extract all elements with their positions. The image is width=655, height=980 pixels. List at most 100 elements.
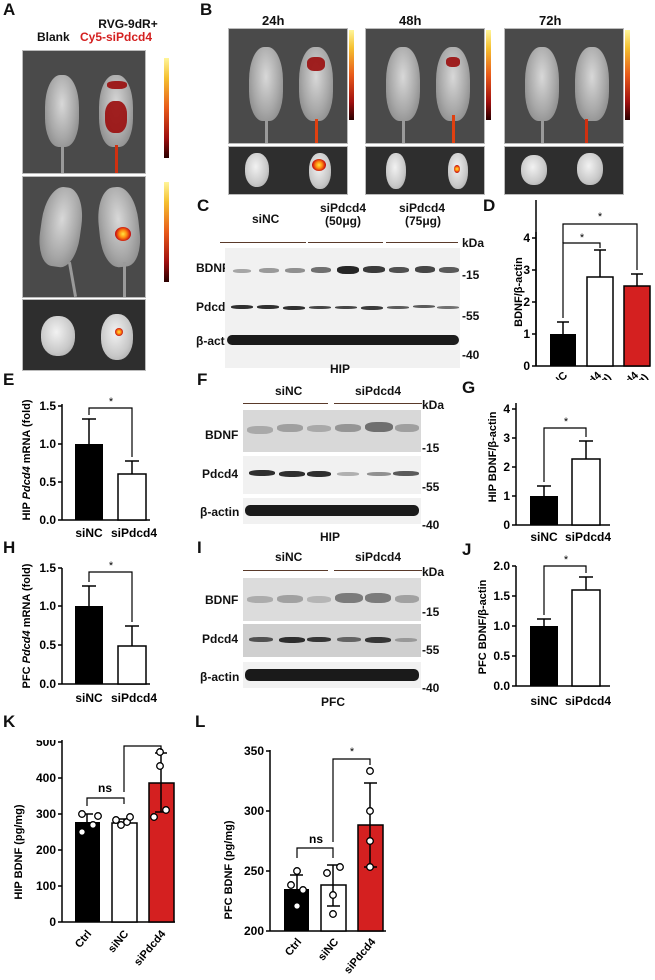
svg-text:4: 4 bbox=[523, 231, 530, 245]
svg-text:500: 500 bbox=[36, 740, 56, 749]
label-blank: Blank bbox=[37, 30, 70, 44]
svg-text:siNC: siNC bbox=[75, 691, 103, 705]
svg-text:0: 0 bbox=[49, 915, 56, 929]
panel-letter-k: K bbox=[3, 712, 16, 731]
svg-text:siPdcd4: siPdcd4 bbox=[111, 691, 157, 705]
imaging-48h-photo bbox=[365, 28, 485, 144]
blot-c-row-pdcd4: Pdcd4 bbox=[196, 300, 233, 314]
imaging-dorsal-photo bbox=[22, 50, 146, 174]
label-72h: 72h bbox=[539, 13, 562, 28]
svg-text:*: * bbox=[580, 232, 585, 244]
svg-text:siNC: siNC bbox=[530, 530, 558, 544]
svg-text:0: 0 bbox=[503, 518, 510, 532]
blot-f-row-bactin: β-actin bbox=[200, 505, 240, 519]
svg-text:2: 2 bbox=[523, 295, 530, 309]
brain-48h-photo bbox=[365, 146, 485, 195]
svg-text:0.0: 0.0 bbox=[39, 513, 56, 527]
scale-bar-72h bbox=[625, 30, 630, 120]
svg-text:PFC Pdcd4 mRNA (fold): PFC Pdcd4 mRNA (fold) bbox=[21, 563, 33, 688]
svg-text:PFC BDNF/β-actin: PFC BDNF/β-actin bbox=[477, 579, 489, 674]
svg-text:siPdcd4: siPdcd4 bbox=[342, 936, 379, 977]
svg-text:200: 200 bbox=[244, 924, 264, 938]
blot-c-marker-55: -55 bbox=[462, 309, 480, 323]
blot-i-bdnf-strip bbox=[243, 578, 421, 621]
blot-c-marker-40: -40 bbox=[462, 348, 480, 362]
svg-text:Ctrl: Ctrl bbox=[283, 936, 304, 958]
svg-text:200: 200 bbox=[36, 843, 56, 857]
svg-text:*: * bbox=[109, 560, 114, 572]
blot-i-tissue: PFC bbox=[321, 695, 345, 709]
scale-bar-24h bbox=[349, 30, 354, 120]
blot-c-membrane bbox=[225, 248, 460, 368]
panel-letter-j: J bbox=[462, 540, 472, 559]
svg-text:100: 100 bbox=[36, 879, 56, 893]
blot-c-tissue: HIP bbox=[330, 362, 351, 376]
svg-text:1.5: 1.5 bbox=[493, 589, 510, 603]
blot-f-kda: kDa bbox=[422, 398, 445, 412]
svg-text:0.0: 0.0 bbox=[493, 679, 510, 693]
blot-c-row-bdnf: BDNF bbox=[196, 261, 230, 275]
svg-text:siNC: siNC bbox=[75, 526, 103, 540]
svg-text:250: 250 bbox=[244, 864, 264, 878]
blot-i-row-pdcd4: Pdcd4 bbox=[202, 632, 239, 646]
label-cy5-sipdcd4: Cy5-siPdcd4 bbox=[80, 30, 153, 44]
svg-text:*: * bbox=[564, 555, 569, 566]
label-rvg: RVG-9dR+ bbox=[98, 17, 158, 31]
svg-text:siPdcd4: siPdcd4 bbox=[565, 530, 611, 544]
blot-c-group-sinc: siNC bbox=[252, 212, 280, 226]
blot-i-bactin-strip bbox=[243, 662, 421, 688]
svg-text:1: 1 bbox=[523, 327, 530, 341]
panel-letter-d: D bbox=[483, 196, 496, 215]
panel-letter-h: H bbox=[3, 538, 16, 557]
svg-text:*: * bbox=[350, 746, 355, 758]
panel-letter-a: A bbox=[3, 0, 16, 19]
blot-i-pdcd4-strip bbox=[243, 624, 421, 657]
svg-text:1.5: 1.5 bbox=[39, 561, 56, 575]
blot-f-group-sinc: siNC bbox=[275, 384, 303, 398]
chart-k: HIP BDNF (pg/mg) 0 100 200 300 400 500 ns * C… bbox=[13, 740, 175, 968]
panel-letter-b: B bbox=[200, 0, 213, 19]
svg-text:1.0: 1.0 bbox=[39, 599, 56, 613]
panel-letter-c: C bbox=[197, 196, 210, 215]
svg-text:siNC: siNC bbox=[530, 694, 558, 708]
panel-letter-i: I bbox=[197, 538, 202, 557]
svg-text:siNC: siNC bbox=[106, 928, 131, 955]
blot-i-row-bactin: β-actin bbox=[200, 670, 240, 684]
blot-f-tissue: HIP bbox=[320, 530, 341, 544]
imaging-24h-photo bbox=[228, 28, 348, 144]
svg-text:0.5: 0.5 bbox=[493, 649, 510, 663]
svg-text:BDNF/β-actin: BDNF/β-actin bbox=[513, 257, 525, 327]
svg-text:0.5: 0.5 bbox=[39, 475, 56, 489]
panel-letter-g: G bbox=[462, 378, 476, 397]
brain-72h-photo bbox=[504, 146, 624, 195]
panel-letter-l: L bbox=[195, 712, 206, 731]
blot-c-kda: kDa bbox=[462, 236, 485, 250]
panel-letter-e: E bbox=[3, 370, 15, 389]
blot-c-group-50-line2: (50μg) bbox=[325, 214, 362, 228]
svg-text:HIP Pdcd4 mRNA (fold): HIP Pdcd4 mRNA (fold) bbox=[21, 399, 33, 520]
svg-text:HIP BDNF/β-actin: HIP BDNF/β-actin bbox=[487, 411, 499, 502]
fluorescence-scale-bar bbox=[164, 58, 169, 158]
svg-text:1: 1 bbox=[503, 489, 510, 503]
svg-text:300: 300 bbox=[36, 807, 56, 821]
svg-text:1.0: 1.0 bbox=[39, 437, 56, 451]
chart-g: HIP BDNF/β-actin 0 1 2 3 4 * siNC siPdcd4 bbox=[487, 402, 611, 544]
blot-i-kda: kDa bbox=[422, 565, 445, 579]
blot-c-group-75-line1: siPdcd4 bbox=[399, 201, 446, 215]
blot-f-marker-55: -55 bbox=[422, 480, 440, 494]
chart-e: HIP Pdcd4 mRNA (fold) 0.0 0.5 1.0 1.5 * siN… bbox=[21, 396, 157, 540]
svg-text:*: * bbox=[109, 396, 114, 408]
svg-text:*: * bbox=[598, 211, 603, 223]
imaging-lateral-photo bbox=[22, 176, 146, 298]
svg-text:siNC: siNC bbox=[544, 370, 570, 380]
blot-i-marker-40: -40 bbox=[422, 681, 440, 695]
panel-letter-f: F bbox=[197, 370, 208, 389]
svg-text:0.0: 0.0 bbox=[39, 677, 56, 691]
svg-text:0.5: 0.5 bbox=[39, 638, 56, 652]
blot-f-marker-40: -40 bbox=[422, 518, 440, 532]
svg-text:0: 0 bbox=[523, 359, 530, 373]
blot-f-bdnf-strip bbox=[243, 410, 421, 452]
chart-h: PFC Pdcd4 mRNA (fold) 0.0 0.5 1.0 1.5 * siN… bbox=[21, 560, 157, 705]
